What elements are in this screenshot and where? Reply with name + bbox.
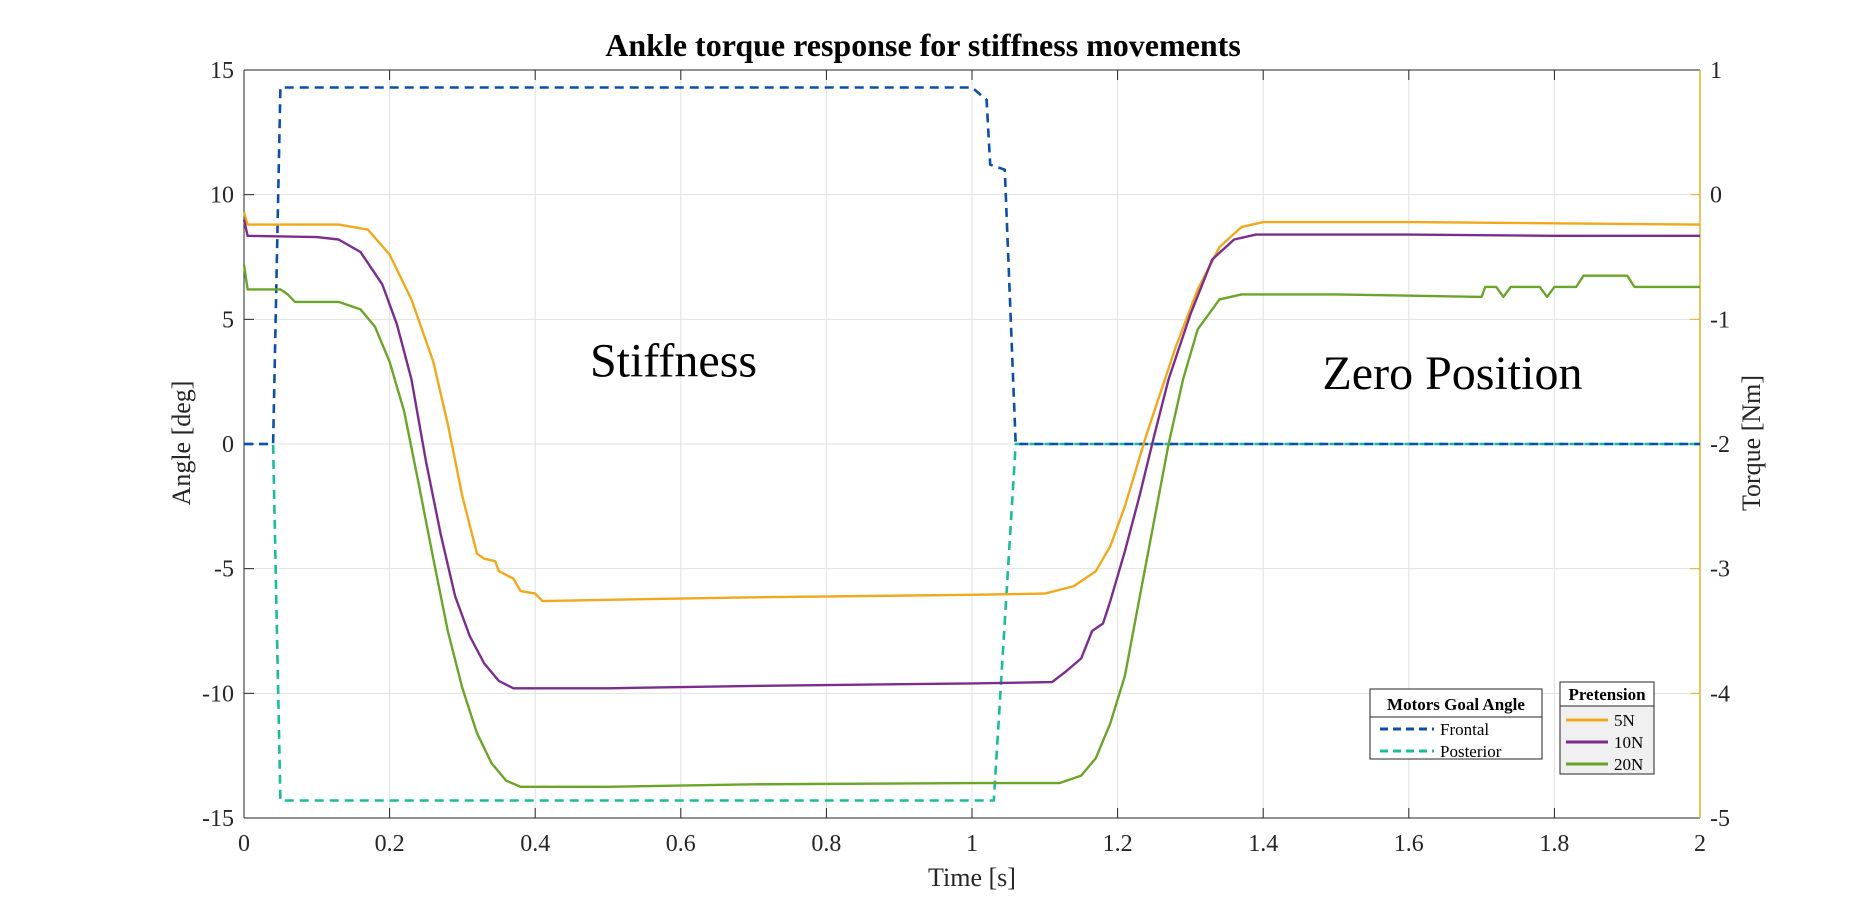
x-tick-label: 1.8 [1539, 831, 1569, 857]
y-right-tick-label: -4 [1710, 681, 1730, 707]
y-left-axis-label: Angle [deg] [167, 381, 196, 506]
series-line-frontal [244, 86, 1700, 446]
x-tick-label: 0.4 [520, 831, 550, 857]
y-right-axis-label: Torque [Nm] [1737, 375, 1766, 511]
legend-pretension: Pretension 5N 10N 20N [1559, 681, 1655, 775]
x-axis-label: Time [s] [928, 863, 1016, 892]
annotation-zero-position: Zero Position [1322, 347, 1582, 400]
x-tick-label: 1.2 [1103, 831, 1133, 857]
axes: 0 0.2 0.4 0.6 0.8 1 1.2 1.4 1.6 1.8 2-15-10-505101… [202, 58, 1730, 857]
x-tick-label: 0.2 [375, 831, 405, 857]
y-right-tick-label: -3 [1710, 557, 1730, 583]
y-left-tick-label: -15 [202, 806, 234, 832]
annotations: Stiffness Zero Position [590, 335, 1583, 400]
y-right-tick-label: -2 [1710, 432, 1730, 458]
legend-motors-box [1369, 688, 1543, 760]
series-line-20n [242, 264, 1700, 788]
x-tick-label: 0.8 [811, 831, 841, 857]
y-right-tick-label: -5 [1710, 806, 1730, 832]
y-left-tick-label: 10 [210, 183, 234, 209]
legend-motors-title: Motors Goal Angle [1387, 695, 1525, 714]
y-left-tick-label: 0 [222, 432, 234, 458]
x-tick-label: 0 [238, 831, 250, 857]
x-tick-label: 0.6 [666, 831, 696, 857]
y-left-tick-label: 5 [222, 307, 234, 333]
y-left-tick-label: -5 [214, 557, 234, 583]
legend-posterior-label: Posterior [1440, 742, 1502, 761]
legend-frontal-label: Frontal [1440, 720, 1489, 739]
y-left-tick-label: 15 [210, 58, 234, 84]
series-layer [242, 86, 1701, 802]
y-right-tick-label: 0 [1710, 183, 1722, 209]
annotation-stiffness: Stiffness [590, 335, 757, 388]
x-tick-label: 1.6 [1394, 831, 1424, 857]
legend-motors-goal-angle: Motors Goal Angle Frontal Posterior [1369, 688, 1543, 761]
legend-pretension-title: Pretension [1568, 685, 1646, 704]
series-line-10n [242, 219, 1700, 690]
legend-5n-label: 5N [1614, 711, 1635, 730]
y-right-tick-label: 1 [1710, 58, 1722, 84]
x-tick-label: 1.4 [1248, 831, 1278, 857]
y-right-tick-label: -1 [1710, 307, 1730, 333]
x-tick-label: 1 [966, 831, 978, 857]
y-left-tick-label: -10 [202, 681, 234, 707]
series-line-posterior [244, 442, 1700, 802]
legend-10n-label: 10N [1614, 733, 1643, 752]
chart-title: Ankle torque response for stiffness move… [605, 27, 1241, 63]
x-tick-label: 2 [1694, 831, 1706, 857]
legend-pretension-title-box [1559, 681, 1655, 707]
legend-20n-label: 20N [1614, 755, 1643, 774]
